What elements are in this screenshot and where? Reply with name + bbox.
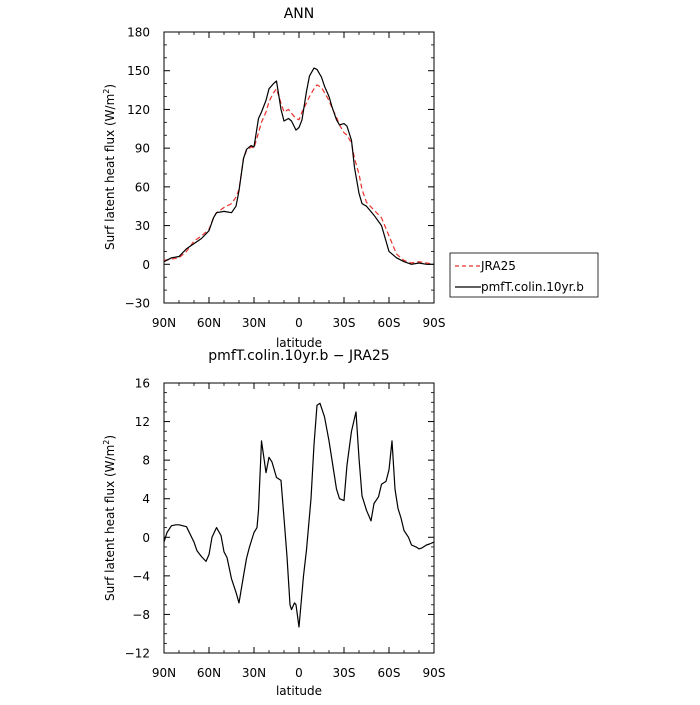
- panel-2-y-tick-label: 12: [135, 415, 150, 429]
- panel-1-x-tick-label: 30N: [242, 316, 266, 330]
- panel-1-x-tick-label: 0: [295, 316, 303, 330]
- panel-1: ANN 90N 60N 30N 0 30S 60S 90S −30 0 30 60 90 120 150 1…: [102, 6, 445, 350]
- panel-2-y-tick-label: 0: [142, 531, 150, 545]
- panel-1-y-tick-label: 30: [135, 219, 150, 233]
- panel-2-y-tick-label: −4: [132, 569, 150, 583]
- panel-2-x-axis-label: latitude: [276, 684, 322, 698]
- panel-2-x-tick-label: 60N: [197, 666, 221, 680]
- panel-1-x-tick-label: 90S: [423, 316, 446, 330]
- legend-label-jra25: JRA25: [480, 259, 516, 273]
- panel-1-series: [163, 67, 435, 265]
- panel-1-x-tick-label: 60S: [378, 316, 401, 330]
- panel-1-series-line-jra25: [163, 84, 435, 265]
- panel-1-y-tick-label: 180: [127, 26, 150, 40]
- panel-2-y-tick-label: −12: [125, 647, 150, 661]
- panel-2-y-tick-label: 4: [142, 492, 150, 506]
- panel-1-y-tick-label: 150: [127, 64, 150, 78]
- panel-2-x-tick-label: 30N: [242, 666, 266, 680]
- panel-2-y-tick-label: 16: [135, 377, 150, 391]
- panel-2-x-tick-label: 30S: [333, 666, 356, 680]
- panel-2-title: pmfT.colin.10yr.b − JRA25: [208, 348, 389, 364]
- panel-1-x-tick-label: 30S: [333, 316, 356, 330]
- panel-2-y-axis-label: Surf latent heat flux (W/m2): [102, 435, 117, 601]
- legend-box: [449, 252, 599, 298]
- panel-1-y-tick-label: 0: [142, 258, 150, 272]
- panel-1-y-tick-label: 90: [135, 142, 150, 156]
- panel-2-frame: [163, 382, 435, 654]
- panel-2-x-tick-label: 90S: [423, 666, 446, 680]
- legend-label-pmft: pmfT.colin.10yr.b: [481, 280, 584, 294]
- panel-1-y-tick-label: 120: [127, 103, 150, 117]
- panel-1-x-axis-label: latitude: [276, 336, 322, 350]
- panel-2-x-tick-label: 90N: [152, 666, 176, 680]
- panel-1-title: ANN: [284, 6, 315, 22]
- legend: JRA25 pmfT.colin.10yr.b: [449, 252, 599, 298]
- panel-1-ticks: 90N 60N 30N 0 30S 60S 90S −30 0 30 60 90 120 150 180: [125, 26, 446, 331]
- panel-2-x-tick-label: 0: [295, 666, 303, 680]
- panel-1-frame: [163, 31, 435, 304]
- panel-1-x-tick-label: 90N: [152, 316, 176, 330]
- panel-1-series-line-pmft-colin-10yr-b: [163, 67, 434, 265]
- panel-1-y-tick-label: −30: [125, 297, 150, 311]
- panel-1-y-tick-label: 60: [135, 180, 150, 194]
- panel-2-y-tick-label: 8: [142, 454, 150, 468]
- panel-2-series: [163, 402, 435, 628]
- panel-2-series-line-difference: [163, 402, 435, 628]
- panel-2-x-tick-label: 60S: [378, 666, 401, 680]
- panel-2: pmfT.colin.10yr.b − JRA25 90N 60N 30N 0 30S 6…: [102, 348, 445, 698]
- panel-1-x-tick-label: 60N: [197, 316, 221, 330]
- panel-1-y-axis-label: Surf latent heat flux (W/m2): [102, 84, 117, 250]
- panel-2-ticks: 90N 60N 30N 0 30S 60S 90S −12 −8 −4 0 4 8 12 16: [125, 377, 446, 681]
- panel-2-y-tick-label: −8: [132, 608, 150, 622]
